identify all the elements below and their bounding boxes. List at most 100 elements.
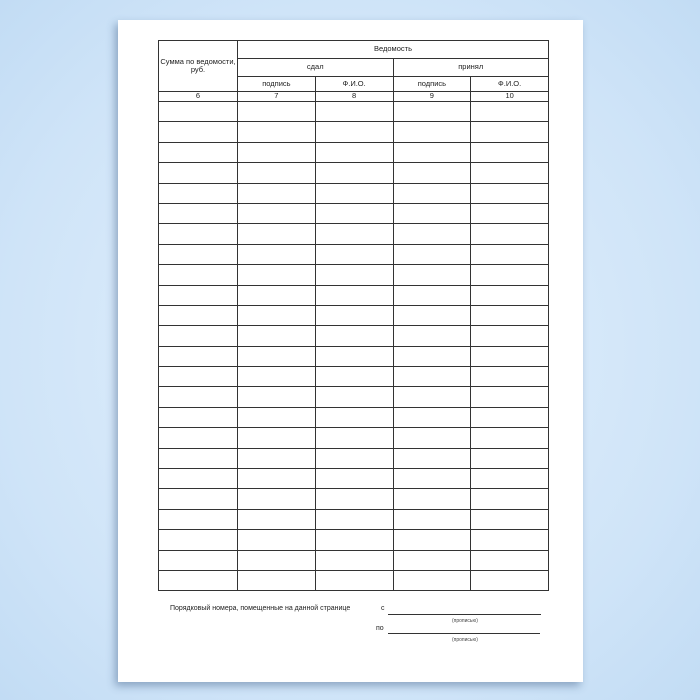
- table-cell[interactable]: [158, 223, 238, 245]
- table-cell[interactable]: [237, 141, 316, 164]
- table-cell[interactable]: [314, 549, 394, 571]
- table-cell[interactable]: [392, 284, 472, 306]
- table-cell[interactable]: [314, 284, 394, 306]
- table-cell[interactable]: [314, 366, 394, 388]
- table-cell[interactable]: [470, 508, 549, 531]
- table-cell[interactable]: [237, 366, 316, 388]
- table-cell[interactable]: [392, 406, 472, 429]
- table-cell[interactable]: [392, 121, 472, 143]
- table-cell[interactable]: [470, 182, 549, 204]
- table-cell[interactable]: [158, 366, 238, 388]
- table-cell[interactable]: [158, 386, 238, 408]
- from-field[interactable]: [388, 605, 541, 615]
- table-cell[interactable]: [314, 182, 394, 204]
- table-cell[interactable]: [237, 121, 316, 143]
- table-cell[interactable]: [314, 162, 394, 184]
- table-cell[interactable]: [314, 468, 394, 490]
- table-cell[interactable]: [237, 162, 316, 184]
- table-cell[interactable]: [392, 366, 472, 388]
- table-cell[interactable]: [314, 202, 394, 225]
- table-cell[interactable]: [392, 182, 472, 204]
- table-cell[interactable]: [237, 223, 316, 245]
- table-cell[interactable]: [470, 121, 549, 143]
- table-cell[interactable]: [470, 406, 549, 429]
- table-cell[interactable]: [470, 345, 549, 368]
- table-cell[interactable]: [392, 264, 472, 286]
- table-cell[interactable]: [158, 121, 238, 143]
- table-cell[interactable]: [392, 529, 472, 551]
- table-cell[interactable]: [470, 202, 549, 225]
- table-cell[interactable]: [470, 447, 549, 470]
- table-cell[interactable]: [470, 304, 549, 327]
- table-cell[interactable]: [470, 468, 549, 490]
- table-cell[interactable]: [237, 202, 316, 225]
- table-cell[interactable]: [158, 529, 238, 551]
- table-cell[interactable]: [470, 529, 549, 551]
- table-cell[interactable]: [470, 264, 549, 286]
- table-cell[interactable]: [314, 386, 394, 408]
- table-cell[interactable]: [314, 304, 394, 327]
- table-cell[interactable]: [237, 284, 316, 306]
- table-cell[interactable]: [392, 304, 472, 327]
- table-cell[interactable]: [158, 345, 238, 368]
- table-cell[interactable]: [314, 488, 394, 510]
- table-cell[interactable]: [158, 549, 238, 571]
- table-cell[interactable]: [158, 325, 238, 347]
- table-cell[interactable]: [158, 202, 238, 225]
- table-cell[interactable]: [158, 488, 238, 510]
- table-cell[interactable]: [158, 284, 238, 306]
- table-cell[interactable]: [237, 549, 316, 571]
- table-cell[interactable]: [470, 223, 549, 245]
- table-cell[interactable]: [470, 427, 549, 449]
- table-cell[interactable]: [314, 569, 394, 592]
- table-cell[interactable]: [470, 386, 549, 408]
- table-cell[interactable]: [314, 243, 394, 266]
- table-cell[interactable]: [392, 386, 472, 408]
- table-cell[interactable]: [392, 447, 472, 470]
- table-cell[interactable]: [392, 162, 472, 184]
- table-cell[interactable]: [237, 304, 316, 327]
- table-cell[interactable]: [314, 406, 394, 429]
- table-cell[interactable]: [470, 569, 549, 592]
- table-cell[interactable]: [237, 325, 316, 347]
- table-cell[interactable]: [470, 100, 549, 123]
- table-cell[interactable]: [470, 325, 549, 347]
- table-cell[interactable]: [237, 264, 316, 286]
- table-cell[interactable]: [314, 121, 394, 143]
- table-cell[interactable]: [237, 345, 316, 368]
- table-cell[interactable]: [158, 508, 238, 531]
- table-cell[interactable]: [392, 141, 472, 164]
- table-cell[interactable]: [158, 243, 238, 266]
- table-cell[interactable]: [158, 468, 238, 490]
- table-cell[interactable]: [314, 223, 394, 245]
- table-cell[interactable]: [237, 182, 316, 204]
- table-cell[interactable]: [314, 508, 394, 531]
- table-cell[interactable]: [237, 468, 316, 490]
- table-cell[interactable]: [158, 264, 238, 286]
- table-cell[interactable]: [158, 162, 238, 184]
- table-cell[interactable]: [237, 447, 316, 470]
- table-cell[interactable]: [392, 569, 472, 592]
- table-cell[interactable]: [158, 427, 238, 449]
- table-cell[interactable]: [237, 569, 316, 592]
- table-cell[interactable]: [158, 182, 238, 204]
- table-cell[interactable]: [470, 162, 549, 184]
- table-cell[interactable]: [158, 100, 238, 123]
- table-cell[interactable]: [237, 529, 316, 551]
- table-cell[interactable]: [314, 264, 394, 286]
- table-cell[interactable]: [392, 223, 472, 245]
- table-cell[interactable]: [237, 243, 316, 266]
- table-cell[interactable]: [314, 100, 394, 123]
- table-cell[interactable]: [392, 345, 472, 368]
- table-cell[interactable]: [392, 243, 472, 266]
- table-cell[interactable]: [158, 406, 238, 429]
- table-cell[interactable]: [237, 406, 316, 429]
- table-cell[interactable]: [470, 366, 549, 388]
- table-cell[interactable]: [237, 386, 316, 408]
- table-cell[interactable]: [158, 569, 238, 592]
- table-cell[interactable]: [237, 100, 316, 123]
- table-cell[interactable]: [158, 141, 238, 164]
- table-cell[interactable]: [470, 549, 549, 571]
- table-cell[interactable]: [392, 325, 472, 347]
- table-cell[interactable]: [392, 427, 472, 449]
